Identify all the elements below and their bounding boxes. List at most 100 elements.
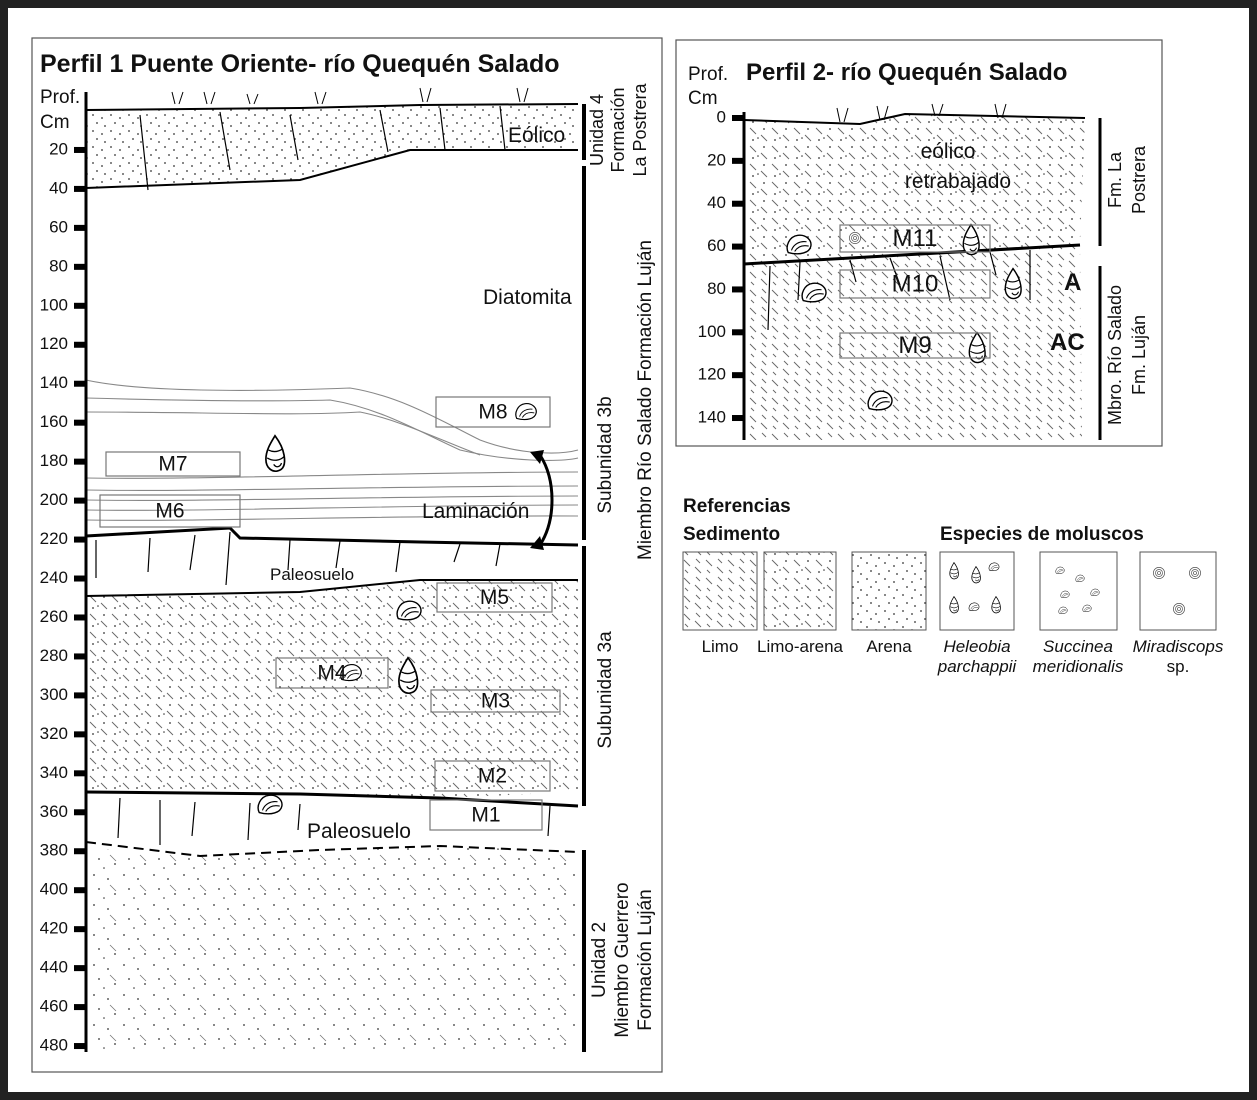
unit-label: Mbro. Río Salado <box>1105 285 1125 425</box>
layer-label: retrabajado <box>905 170 1011 193</box>
tick-mark <box>74 225 86 231</box>
shell-icon <box>1083 605 1092 612</box>
unit-label: La Postrera <box>630 82 650 176</box>
sample-label: M3 <box>481 690 510 713</box>
shell-icon <box>787 235 811 254</box>
title: Perfil 1 Puente Oriente- río Quequén Sal… <box>40 50 560 78</box>
legend-swatch <box>852 552 926 630</box>
tick-label: 300 <box>40 685 68 704</box>
layer-label: Laminación <box>422 500 529 523</box>
depth-header: Cm <box>40 112 70 133</box>
legend-label: Limo-arena <box>757 637 844 656</box>
tick-label: 360 <box>40 802 68 821</box>
sample-label: M6 <box>155 500 184 523</box>
tick-label: 80 <box>49 256 68 275</box>
tick-label: 20 <box>707 150 726 169</box>
tick-label: 440 <box>40 958 68 977</box>
tick-mark <box>74 887 86 893</box>
shell-icon <box>1076 575 1085 582</box>
tick-mark <box>74 381 86 387</box>
tick-mark <box>74 537 86 543</box>
tick-label: 460 <box>40 997 68 1016</box>
legend-swatch <box>683 552 757 630</box>
unit-label: Formación <box>608 87 628 172</box>
shell-icon <box>258 795 282 814</box>
sample-label: M4 <box>317 662 346 685</box>
tick-label: 120 <box>698 365 726 384</box>
tick-label: 80 <box>707 279 726 298</box>
spiral-icon <box>1189 567 1200 578</box>
tick-mark <box>74 1004 86 1010</box>
sample-label: M10 <box>892 270 939 297</box>
references-subtitle: Especies de moluscos <box>940 524 1144 545</box>
tick-mark <box>74 731 86 737</box>
tick-label: 100 <box>698 322 726 341</box>
shell-icon <box>516 404 536 420</box>
horizon-label: AC <box>1050 329 1085 356</box>
tick-mark <box>74 653 86 659</box>
title: Perfil 2- río Quequén Salado <box>746 59 1067 86</box>
layer-label: eólico <box>921 140 976 163</box>
unit-label: Unidad 4 <box>587 94 607 166</box>
tick-label: 400 <box>40 880 68 899</box>
tick-label: 280 <box>40 646 68 665</box>
tick-mark <box>74 459 86 465</box>
tick-mark <box>74 576 86 582</box>
legend-label: sp. <box>1167 657 1190 676</box>
unit-label: Miembro Guerrero <box>612 882 633 1037</box>
tick-label: 240 <box>40 568 68 587</box>
tick-label: 40 <box>707 193 726 212</box>
sample-label: M8 <box>478 401 507 424</box>
legend-swatch <box>764 552 836 630</box>
tick-mark <box>74 342 86 348</box>
tick-label: 480 <box>40 1036 68 1055</box>
tick-mark <box>74 926 86 932</box>
shell-icon <box>1059 607 1068 614</box>
shell-icon <box>969 603 979 611</box>
sample-label: M7 <box>158 453 187 476</box>
tick-mark <box>74 420 86 426</box>
unit-label: Subunidad 3a <box>595 631 616 749</box>
tick-mark <box>74 1043 86 1049</box>
shell-icon <box>868 391 892 410</box>
tick-label: 140 <box>40 373 68 392</box>
diagram: Perfil 1 Puente Oriente- río Quequén Sal… <box>0 0 1257 1100</box>
tick-mark <box>74 303 86 309</box>
sample-label: M11 <box>893 225 938 252</box>
unit-label: Fm. Luján <box>1129 315 1149 395</box>
unit-label: Postrera <box>1129 145 1149 214</box>
layer-label: Diatomita <box>483 286 572 309</box>
spiral-icon <box>849 232 860 243</box>
tick-mark <box>74 848 86 854</box>
tick-label: 260 <box>40 607 68 626</box>
legend-label: Succinea <box>1043 637 1113 656</box>
tick-label: 160 <box>40 412 68 431</box>
legend-label: Heleobia <box>943 637 1010 656</box>
legend-swatch <box>1140 552 1216 630</box>
legend-label: Arena <box>866 637 912 656</box>
sample-label: M5 <box>480 586 509 609</box>
tick-label: 0 <box>717 107 726 126</box>
tick-label: 180 <box>40 451 68 470</box>
legend-swatch <box>940 552 1014 630</box>
tick-mark <box>74 614 86 620</box>
tick-mark <box>74 965 86 971</box>
tick-mark <box>732 158 744 164</box>
layer-label: Eólico <box>508 124 565 147</box>
depth-header: Prof. <box>688 64 728 85</box>
shell-icon <box>1056 567 1065 574</box>
tick-mark <box>732 201 744 207</box>
layer-label: Paleosuelo <box>270 565 354 584</box>
tick-label: 340 <box>40 763 68 782</box>
tick-mark <box>74 498 86 504</box>
unit-label: Miembro Río Salado Formación Luján <box>635 240 656 560</box>
tick-label: 220 <box>40 529 68 548</box>
legend-label: Limo <box>702 637 739 656</box>
tick-mark <box>732 244 744 250</box>
tick-label: 200 <box>40 490 68 509</box>
tick-label: 320 <box>40 724 68 743</box>
depth-header: Prof. <box>40 87 80 108</box>
tick-label: 60 <box>707 236 726 255</box>
tick-label: 380 <box>40 841 68 860</box>
tick-mark <box>732 286 744 292</box>
